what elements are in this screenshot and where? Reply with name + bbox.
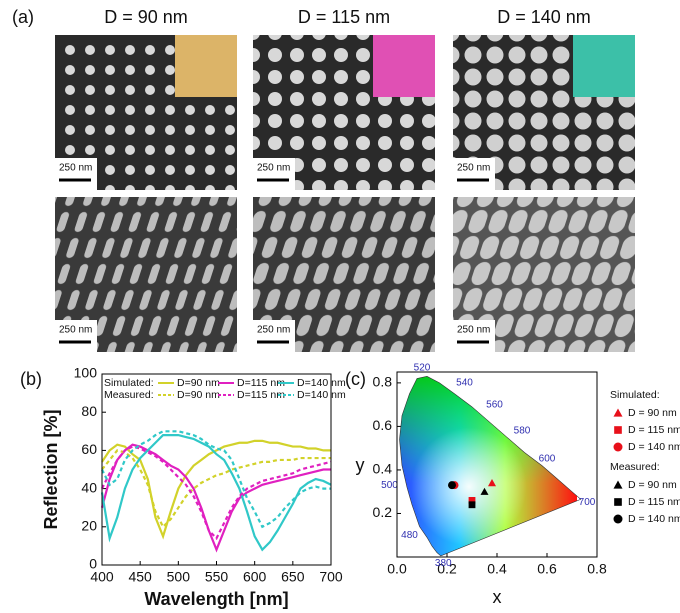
locus-label: 700 [579, 497, 596, 508]
locus-label: 600 [539, 454, 556, 465]
legend-label: D = 115 nm [628, 424, 680, 436]
y-tick-label: 60 [81, 441, 97, 457]
y-tick-label: 40 [81, 479, 97, 495]
panel-label: (a) [12, 7, 34, 27]
marker [480, 487, 489, 495]
x-tick-label: 0.4 [487, 561, 507, 577]
marker [468, 501, 476, 509]
scale-label: 250 nm [59, 325, 92, 336]
marker [468, 497, 476, 504]
scale-label: 250 nm [257, 325, 290, 336]
y-axis-label: Reflection [%] [41, 409, 61, 529]
gamut-outline [399, 376, 582, 557]
y-tick-label: 0 [89, 556, 97, 572]
x-tick-label: 0.8 [587, 561, 607, 577]
legend-marker [613, 514, 623, 524]
legend-group: Measured: [104, 389, 154, 401]
legend-marker [613, 480, 623, 489]
legend-label: D=115 nm [237, 377, 285, 389]
plot-frame [396, 371, 598, 558]
y-tick-label: 0.2 [373, 504, 393, 520]
x-axis-label: Wavelength [nm] [144, 589, 288, 609]
locus-label: 560 [486, 399, 503, 410]
locus-label: 480 [401, 530, 418, 541]
y-tick-label: 80 [81, 403, 97, 419]
legend-group: Simulated: [610, 389, 660, 401]
scale-box [453, 320, 495, 352]
legend-label: D=140 nm [297, 389, 346, 401]
y-tick-label: 20 [81, 518, 97, 534]
legend-group: Simulated: [104, 377, 154, 389]
scale-box [55, 158, 97, 190]
scale-label: 250 nm [59, 163, 92, 174]
scale-box [253, 320, 295, 352]
legend-label: D = 140 nm [628, 441, 680, 453]
locus-label: 380 [435, 558, 452, 569]
sem-panel: D = 90 nm 250 nm 250 nm D = 115 nm 250 nm 250… [55, 7, 635, 352]
x-tick-label: 0.0 [387, 561, 407, 577]
y-tick-label: 100 [74, 365, 98, 381]
scale-label: 250 nm [457, 325, 490, 336]
x-tick-label: 400 [90, 569, 114, 585]
marker [448, 481, 456, 490]
panel-label: (b) [20, 369, 42, 389]
locus-label: 540 [456, 378, 473, 389]
x-axis-label: x [493, 587, 502, 607]
y-axis-label: y [356, 455, 365, 475]
scale-label: 250 nm [257, 163, 290, 174]
locus-label: 520 [414, 362, 431, 373]
y-tick-label: 0.8 [373, 374, 393, 390]
scale-box [253, 158, 295, 190]
x-tick-label: 500 [167, 569, 191, 585]
color-inset [373, 35, 435, 97]
data-line [101, 445, 332, 541]
column-title: D = 140 nm [497, 7, 591, 27]
legend-marker [613, 408, 623, 417]
legend-label: D = 90 nm [628, 407, 677, 419]
scale-box [55, 320, 97, 352]
legend-label: D = 140 nm [628, 513, 680, 525]
column-title: D = 90 nm [104, 7, 188, 27]
scale-label: 250 nm [457, 163, 490, 174]
scale-box [453, 158, 495, 190]
legend-label: D = 90 nm [628, 479, 677, 491]
legend-label: D = 115 nm [628, 496, 680, 508]
panel-label: (c) [345, 369, 366, 389]
x-tick-label: 600 [243, 569, 267, 585]
marker [488, 479, 496, 487]
color-inset [573, 35, 635, 97]
x-tick-label: 700 [319, 569, 343, 585]
x-tick-label: 650 [281, 569, 305, 585]
legend-marker [614, 426, 622, 434]
y-tick-label: 0.6 [373, 417, 393, 433]
legend-label: D=140 nm [297, 377, 346, 389]
legend-label: D=115 nm [237, 389, 285, 401]
x-tick-label: 0.2 [437, 561, 457, 577]
locus-label: 500 [381, 480, 398, 491]
data-line [101, 430, 331, 529]
data-line [100, 443, 331, 553]
plot-frame [101, 373, 332, 566]
legend-group: Measured: [610, 461, 660, 473]
y-tick-label: 0.4 [373, 461, 393, 477]
legend-marker [614, 498, 622, 506]
locus-label: 580 [514, 425, 531, 436]
legend-marker [613, 442, 623, 452]
legend-label: D=90 nm [177, 377, 220, 389]
charts: 400 450 500 550 600 650 700 0 20 40 60 80 100 (b) Wave… [20, 362, 680, 608]
x-tick-label: 550 [205, 569, 229, 585]
x-tick-label: 450 [128, 569, 152, 585]
data-line [100, 434, 332, 552]
color-inset [175, 35, 237, 97]
legend-label: D=90 nm [177, 389, 220, 401]
x-tick-label: 0.6 [537, 561, 557, 577]
column-title: D = 115 nm [298, 7, 390, 27]
